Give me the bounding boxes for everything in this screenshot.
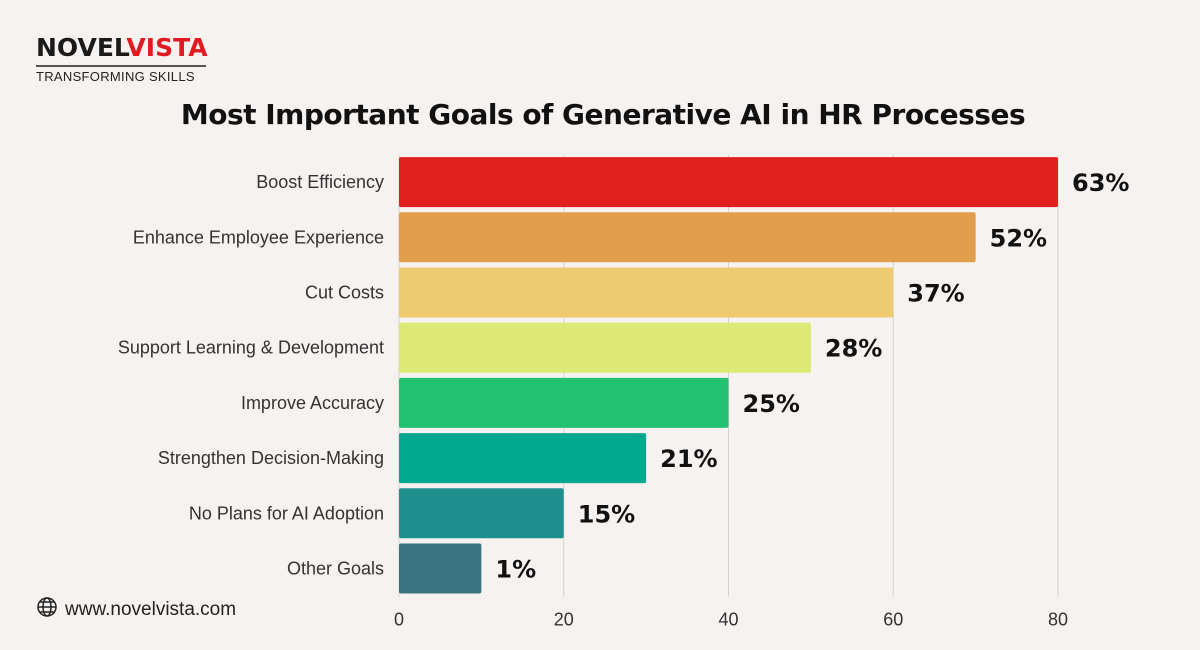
- bar: [399, 157, 1058, 208]
- logo: NOVELVISTA TRANSFORMING SKILLS: [36, 34, 208, 84]
- x-tick-label: 80: [1048, 610, 1068, 630]
- logo-wordmark: NOVELVISTA: [36, 34, 208, 62]
- globe-icon: [36, 596, 58, 624]
- logo-divider: [36, 65, 206, 67]
- data-label: 21%: [660, 445, 717, 473]
- x-tick-label: 40: [718, 610, 738, 630]
- category-label: No Plans for AI Adoption: [189, 503, 384, 523]
- bar: [399, 267, 894, 318]
- website-link[interactable]: www.novelvista.com: [65, 599, 237, 620]
- data-label: 52%: [990, 224, 1047, 252]
- category-label: Strengthen Decision-Making: [158, 448, 384, 468]
- bar: [399, 212, 976, 263]
- logo-brand-part1: NOVEL: [36, 33, 127, 62]
- bar: [399, 377, 729, 428]
- bar: [399, 433, 647, 484]
- logo-brand-part2: VISTA: [126, 33, 208, 62]
- data-label: 1%: [495, 556, 536, 584]
- data-label: 63%: [1072, 169, 1129, 197]
- bar: [399, 543, 482, 594]
- footer: www.novelvista.com: [36, 596, 236, 624]
- data-label: 25%: [743, 390, 800, 418]
- category-label: Boost Efficiency: [256, 172, 384, 192]
- data-label: 15%: [578, 500, 635, 528]
- category-label: Improve Accuracy: [241, 393, 384, 413]
- x-tick-label: 20: [554, 610, 574, 630]
- logo-tagline: TRANSFORMING SKILLS: [36, 69, 195, 84]
- category-label: Enhance Employee Experience: [133, 227, 384, 247]
- category-label: Support Learning & Development: [118, 338, 384, 358]
- bar: [399, 322, 811, 373]
- x-tick-label: 60: [883, 610, 903, 630]
- data-label: 37%: [907, 280, 964, 308]
- category-label: Cut Costs: [305, 283, 384, 303]
- chart-title: Most Important Goals of Generative AI in…: [180, 98, 1026, 131]
- category-label: Other Goals: [287, 559, 384, 579]
- bar: [399, 488, 564, 539]
- data-label: 28%: [825, 335, 882, 363]
- x-tick-label: 0: [394, 610, 404, 630]
